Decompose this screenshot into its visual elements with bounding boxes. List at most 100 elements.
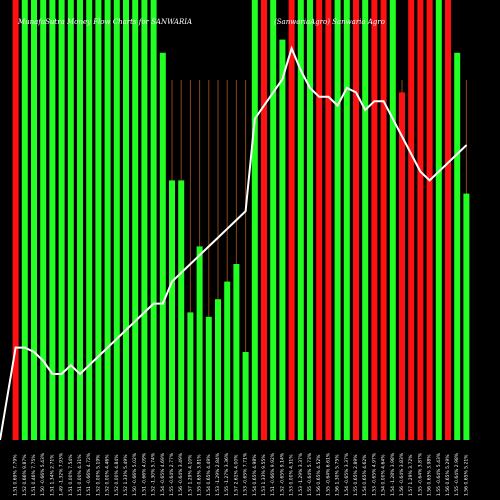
- line-point-14: [143, 311, 145, 313]
- tick-label-44: 1.55 -0.64% 3.87%: [417, 452, 423, 496]
- bar-33: [316, 0, 323, 440]
- bar-11: [113, 0, 120, 440]
- bar-layer: [12, 0, 470, 441]
- tick-label-27: 1.53 1.33% 9.55%: [261, 454, 267, 496]
- bar-1: [21, 0, 28, 440]
- line-point-36: [346, 87, 348, 89]
- line-point-13: [134, 320, 136, 322]
- line-point-5: [61, 373, 63, 375]
- bar-22: [215, 299, 221, 440]
- line-point-41: [392, 118, 394, 120]
- line-point-27: [263, 105, 265, 107]
- bar-18: [178, 180, 185, 440]
- line-point-22: [217, 237, 219, 239]
- tick-label-28: 1.51 -0.66% 9.92%: [270, 452, 276, 496]
- bar-49: [463, 193, 470, 440]
- line-point-25: [245, 210, 247, 212]
- tick-label-1: 1.52 0.66% 9.87%: [22, 454, 28, 496]
- tick-label-26: 1.54 0.65% 4.98%: [252, 454, 258, 496]
- bar-10: [104, 0, 111, 440]
- bar-35: [334, 0, 341, 440]
- bar-45: [426, 0, 433, 440]
- line-point-29: [281, 78, 283, 80]
- tick-label-6: 1.51 0.00% 7.54%: [68, 454, 74, 496]
- tick-label-20: 1.55 0.65% 3.81%: [197, 454, 203, 496]
- tick-label-7: 1.51 0.00% 4.31%: [77, 454, 83, 496]
- bar-40: [380, 0, 387, 440]
- bar-27: [261, 0, 267, 440]
- bar-3: [40, 0, 47, 440]
- bar-5: [58, 0, 65, 440]
- tick-label-47: 1.56 0.65% 5.29%: [445, 454, 451, 496]
- line-point-2: [33, 351, 35, 353]
- line-point-3: [42, 360, 44, 362]
- tick-label-4: 1.51 1.34% 2.71%: [49, 454, 55, 496]
- bar-48: [454, 52, 461, 441]
- bar-42: [399, 92, 405, 441]
- line-point-6: [70, 364, 72, 366]
- bar-38: [362, 0, 369, 440]
- line-point-23: [226, 228, 228, 230]
- tick-label-16: 1.54 -0.65% 4.69%: [160, 452, 166, 496]
- line-point-44: [419, 171, 421, 173]
- line-point-24: [235, 219, 237, 221]
- line-point-46: [438, 171, 440, 173]
- line-point-12: [125, 329, 127, 331]
- bar-23: [224, 281, 231, 440]
- bar-12: [123, 0, 129, 440]
- chart-subtitle: (SanwariaAgro) Sanwaria Agro: [274, 18, 385, 26]
- tick-label-21: 1.54 0.65% 4.49%: [206, 454, 212, 496]
- bar-30: [288, 0, 295, 440]
- tick-label-5: 1.49 -1.32% 7.93%: [59, 452, 65, 496]
- tick-label-10: 1.52 0.00% 4.46%: [105, 454, 111, 496]
- line-point-26: [254, 118, 256, 120]
- bar-21: [205, 316, 212, 440]
- bar-7: [77, 0, 83, 440]
- line-point-33: [318, 96, 320, 98]
- tick-label-15: 1.52 -1.30% 5.74%: [151, 452, 157, 496]
- line-point-7: [79, 373, 81, 375]
- bar-37: [353, 0, 359, 440]
- tick-label-13: 1.50 -0.66% 5.02%: [132, 452, 138, 496]
- tick-label-0: 1.51 0.69% 7.79%: [13, 454, 19, 496]
- line-point-9: [97, 355, 99, 357]
- line-point-42: [401, 135, 403, 137]
- bar-20: [196, 246, 203, 440]
- line-point-40: [383, 100, 385, 102]
- tick-label-41: 1.54 -1.28% 3.98%: [390, 452, 396, 496]
- bar-9: [95, 0, 102, 440]
- bar-0: [12, 0, 19, 440]
- tick-label-37: 1.55 0.65% 2.89%: [353, 454, 359, 496]
- tick-label-8: 1.51 -0.66% 4.72%: [86, 452, 92, 496]
- bar-25: [242, 352, 249, 440]
- tick-label-40: 1.54 0.00% 4.64%: [381, 454, 387, 496]
- tick-label-46: 1.55 -0.64% 5.43%: [436, 452, 442, 496]
- bar-17: [169, 180, 175, 440]
- bar-39: [371, 0, 378, 440]
- line-point-38: [364, 109, 366, 111]
- bar-4: [49, 0, 56, 440]
- bar-43: [408, 0, 415, 440]
- line-point-8: [88, 364, 90, 366]
- bar-13: [132, 0, 139, 440]
- tick-label-45: 1.56 0.65% 3.98%: [427, 454, 433, 496]
- tick-label-19: 1.57 1.29% 4.10%: [187, 454, 193, 496]
- tick-label-49: 1.56 0.65% 5.21%: [463, 454, 469, 496]
- tick-label-17: 1.55 -0.64% 2.77%: [169, 452, 175, 496]
- bar-41: [389, 0, 396, 440]
- line-point-15: [153, 303, 155, 305]
- bar-16: [159, 52, 166, 441]
- bar-47: [445, 0, 451, 440]
- tick-label-18: 1.56 -0.64% 3.49%: [178, 452, 184, 496]
- tick-label-29: 1.52 -0.65% 9.14%: [279, 452, 285, 496]
- tick-label-24: 1.57 2.61% 4.00%: [233, 454, 239, 496]
- tick-label-2: 1.51 0.46% 7.75%: [31, 454, 37, 496]
- tick-label-34: 1.55 -0.64% 6.61%: [325, 452, 331, 496]
- tick-label-35: 1.56 1.30% 5.75%: [335, 454, 341, 496]
- line-point-34: [327, 96, 329, 98]
- tick-label-43: 1.57 1.29% 3.72%: [408, 454, 414, 496]
- line-point-4: [51, 373, 54, 375]
- bar-14: [141, 0, 148, 440]
- tick-label-30: 1.53 0.00% 4.31%: [289, 454, 295, 496]
